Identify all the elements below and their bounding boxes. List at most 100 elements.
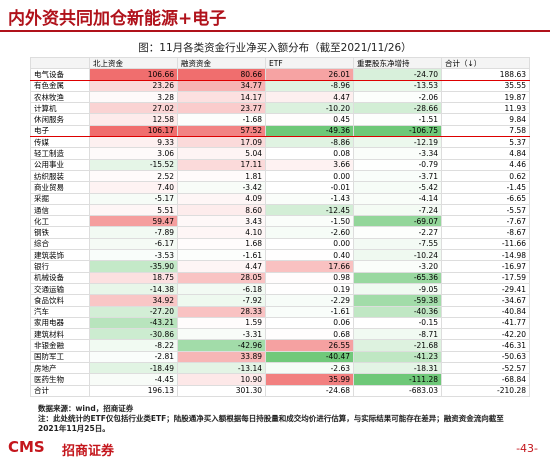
cell: -12.19 — [353, 136, 442, 149]
cell: -4.45 — [89, 373, 178, 386]
table-row: 轻工制造 3.06 5.04 0.08 -3.34 4.84 — [30, 147, 530, 160]
cell: -683.03 — [353, 384, 442, 397]
cell: 9.84 — [441, 113, 530, 126]
cell: -1.68 — [177, 113, 266, 126]
row-label: 农林牧渔 — [30, 90, 90, 104]
cell: -17.59 — [441, 271, 530, 284]
table-row: 合计 196.13 301.30 -24.68 -683.03 -210.28 — [30, 384, 530, 397]
cell: -34.67 — [441, 294, 530, 307]
cell: -2.60 — [265, 226, 354, 239]
row-label: 建筑装饰 — [30, 249, 90, 262]
cell: -40.47 — [265, 350, 354, 364]
cell: 23.77 — [177, 102, 266, 115]
cell: 57.52 — [177, 124, 266, 138]
cell: -14.98 — [441, 249, 530, 262]
cell: 0.19 — [265, 282, 354, 296]
table-row: 房地产 -18.49 -13.14 -2.63 -18.31 -52.57 — [30, 362, 530, 375]
cell: -12.45 — [265, 203, 354, 217]
cell: -3.20 — [353, 260, 442, 273]
table-row: 交通运输 -14.38 -6.18 0.19 -9.05 -29.41 — [30, 282, 530, 296]
cell: -1.51 — [353, 113, 442, 126]
cell: 4.46 — [441, 158, 530, 171]
row-label: 非银金融 — [30, 339, 90, 352]
cell: 28.05 — [177, 271, 266, 284]
cell: -40.84 — [441, 305, 530, 318]
cell: 12.58 — [89, 113, 178, 126]
cell: -3.71 — [353, 169, 442, 183]
cell: 0.98 — [265, 271, 354, 284]
row-label: 食品饮料 — [30, 294, 90, 307]
cell: 9.33 — [89, 136, 178, 149]
row-label: 机械设备 — [30, 271, 90, 284]
cell: -40.36 — [353, 305, 442, 318]
cell: -3.34 — [353, 147, 442, 160]
table-row: 建筑装饰 -3.53 -1.61 0.40 -10.24 -14.98 — [30, 249, 530, 262]
cell: -30.86 — [89, 328, 178, 341]
title-rule — [0, 30, 550, 32]
cell: -106.75 — [353, 124, 442, 138]
cell: 106.17 — [89, 124, 178, 138]
cell: -46.31 — [441, 339, 530, 352]
table-row: 家用电器 -43.21 1.59 0.06 -0.15 -41.77 — [30, 316, 530, 330]
cell: -2.29 — [265, 294, 354, 307]
table-row: 采掘 -5.17 4.09 -1.43 -4.14 -6.65 — [30, 192, 530, 205]
cell: -10.20 — [265, 102, 354, 115]
column-header: 北上资金 — [89, 56, 178, 70]
cell: 4.84 — [441, 147, 530, 160]
logo: CMS — [8, 438, 45, 456]
cell: -7.55 — [353, 237, 442, 251]
table-row: 非银金融 -8.22 -42.96 26.55 -21.68 -46.31 — [30, 339, 530, 352]
cell: 188.63 — [441, 68, 530, 81]
cell: -2.81 — [89, 350, 178, 364]
cell: -8.22 — [89, 339, 178, 352]
row-label: 建筑材料 — [30, 328, 90, 341]
cell: 5.04 — [177, 147, 266, 160]
cell: -1.50 — [265, 215, 354, 228]
cell: -6.65 — [441, 192, 530, 205]
cell: -24.68 — [265, 384, 354, 397]
page-number: -43- — [516, 442, 538, 455]
cell: 80.66 — [177, 68, 266, 81]
cell: 106.66 — [89, 68, 178, 81]
cell: -0.79 — [353, 158, 442, 171]
cell: 26.01 — [265, 68, 354, 81]
cell: -7.67 — [441, 215, 530, 228]
cell: -49.36 — [265, 124, 354, 138]
cell: -3.42 — [177, 181, 266, 194]
cell: -2.06 — [353, 90, 442, 104]
cell: 4.47 — [265, 90, 354, 104]
cell: 196.13 — [89, 384, 178, 397]
cell: -16.97 — [441, 260, 530, 273]
table-row: 化工 59.47 3.43 -1.50 -69.07 -7.67 — [30, 215, 530, 228]
cell: 8.60 — [177, 203, 266, 217]
row-label: 电子 — [30, 124, 90, 138]
cell: -2.63 — [265, 362, 354, 375]
header-row: 北上资金 融资资金 ETF 重要股东净增持 合计（↓） — [30, 56, 530, 70]
cell: -3.31 — [177, 328, 266, 341]
row-label: 汽车 — [30, 305, 90, 318]
row-label: 计算机 — [30, 102, 90, 115]
row-label: 钢铁 — [30, 226, 90, 239]
data-table: 北上资金 融资资金 ETF 重要股东净增持 合计（↓） 电气设备 106.66 80.66 26… — [30, 56, 530, 397]
cell: -50.63 — [441, 350, 530, 364]
table-row: 农林牧渔 3.28 14.17 4.47 -2.06 19.87 — [30, 90, 530, 104]
cell: -42.20 — [441, 328, 530, 341]
column-header: 融资资金 — [177, 56, 266, 70]
cell: -68.84 — [441, 373, 530, 386]
cell: 59.47 — [89, 215, 178, 228]
table-row: 银行 -35.90 4.47 17.66 -3.20 -16.97 — [30, 260, 530, 273]
note: 注：此处统计的ETF仅包括行业类ETF；陆股通净买入额根据每日持股量和成交均价进… — [38, 414, 504, 433]
cell: 18.75 — [89, 271, 178, 284]
cell: 19.87 — [441, 90, 530, 104]
cell: 0.40 — [265, 249, 354, 262]
cell: -1.61 — [265, 305, 354, 318]
cell: 1.68 — [177, 237, 266, 251]
cell: -21.68 — [353, 339, 442, 352]
row-label: 商业贸易 — [30, 181, 90, 194]
table-row: 公用事业 -15.52 17.11 3.66 -0.79 4.46 — [30, 158, 530, 171]
cell: -10.24 — [353, 249, 442, 262]
cell: 0.06 — [265, 316, 354, 330]
cell: -41.23 — [353, 350, 442, 364]
cell: -2.27 — [353, 226, 442, 239]
